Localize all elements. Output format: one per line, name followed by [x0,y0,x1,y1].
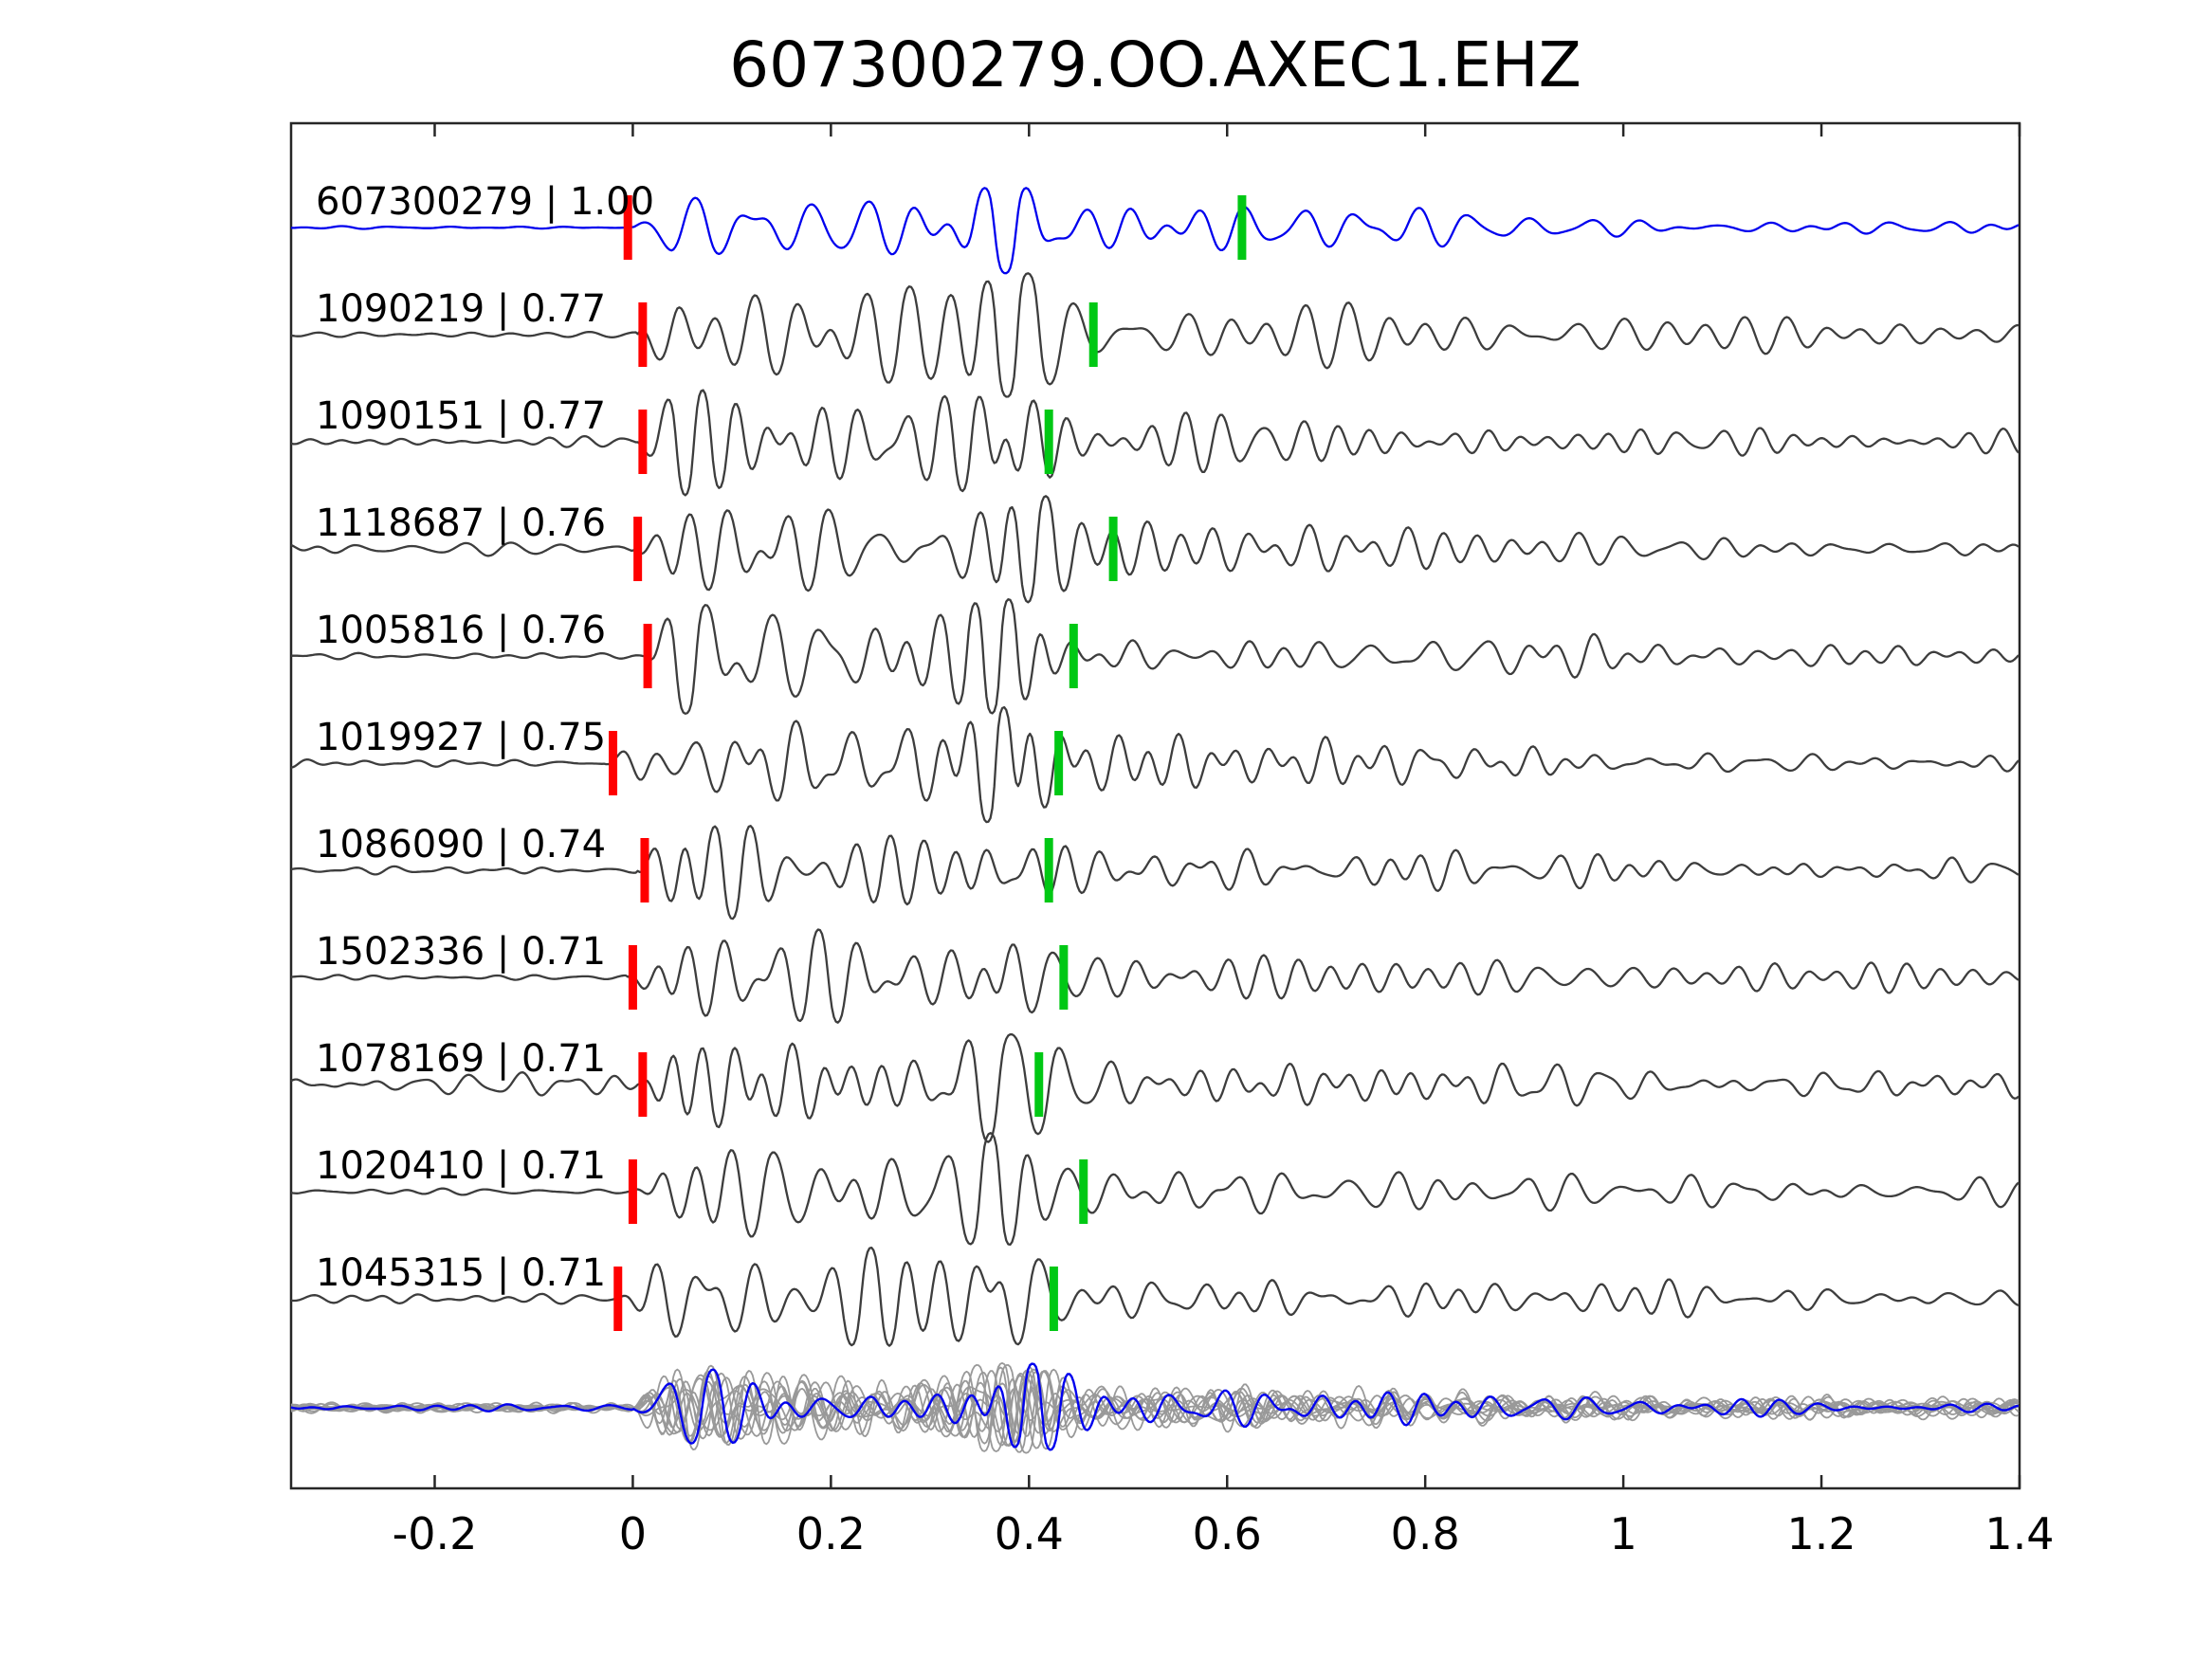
x-tick-label: 1.4 [1984,1508,2054,1559]
trace-waveform [290,1132,2020,1247]
trace-label: 1078169 | 0.71 [316,1037,606,1081]
trace-waveform [290,495,2020,604]
trace-waveform [290,705,2020,824]
trace-label: 1090219 | 0.77 [316,287,606,331]
x-tick-label: 1.2 [1786,1508,1856,1559]
overlay-mean-trace [290,1362,2020,1451]
trace-waveform [291,187,2020,275]
trace-waveform [290,389,2020,497]
trace-waveform [290,1032,2020,1143]
trace-label: 1045315 | 0.71 [316,1251,606,1295]
trace-label: 1118687 | 0.76 [316,501,606,545]
x-tick-label: 0 [619,1508,647,1559]
trace-label: 1020410 | 0.71 [316,1144,606,1188]
x-tick-label: -0.2 [393,1508,478,1559]
figure-title: 607300279.OO.AXEC1.EHZ [729,28,1581,101]
trace-label: 1086090 | 0.74 [316,823,606,866]
x-tick-label: 0.2 [796,1508,866,1559]
trace-waveform [290,1246,2020,1347]
trace-waveform [290,598,2020,715]
trace-waveform [290,928,2020,1024]
trace-label: 1005816 | 0.76 [316,609,606,652]
x-tick-label: 1 [1609,1508,1636,1559]
trace-label: 1019927 | 0.75 [316,716,606,759]
trace-label: 1502336 | 0.71 [316,930,606,974]
trace-waveform [290,825,2020,921]
axes-box [289,121,2021,1490]
x-tick-label: 0.4 [995,1508,1064,1559]
trace-waveform [290,272,2020,398]
x-tick-label: 0.6 [1193,1508,1262,1559]
trace-label: 607300279 | 1.00 [316,180,654,224]
trace-label: 1090151 | 0.77 [316,394,606,438]
x-tick-label: 0.8 [1391,1508,1460,1559]
